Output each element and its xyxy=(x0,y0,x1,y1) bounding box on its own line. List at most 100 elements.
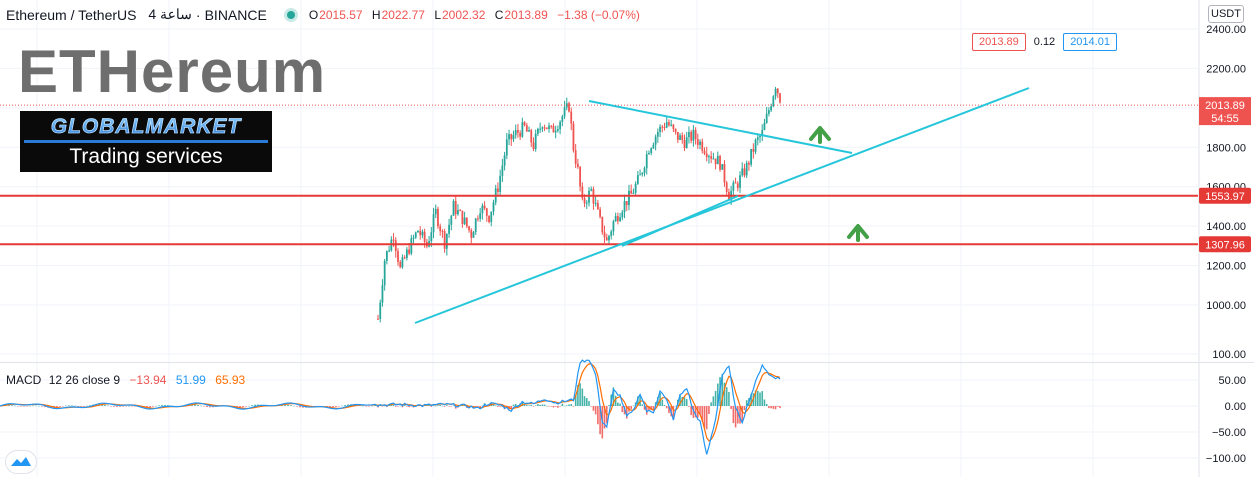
macd-histogram-bar xyxy=(50,406,52,408)
macd-histogram-bar xyxy=(754,390,757,406)
candle-body xyxy=(392,239,395,241)
macd-histogram-bar xyxy=(565,405,568,406)
macd-histogram-bar xyxy=(721,374,724,406)
macd-histogram-bar xyxy=(630,406,632,409)
candle-body xyxy=(434,208,437,215)
macd-histogram-bar xyxy=(110,406,112,407)
trendline-support-lower[interactable] xyxy=(621,195,739,247)
macd-histogram-bar xyxy=(119,406,121,407)
candle-body xyxy=(383,260,386,286)
candle-body xyxy=(721,164,724,170)
candle-body xyxy=(554,130,557,133)
macd-histogram-bar xyxy=(14,405,16,407)
candle-body xyxy=(581,186,584,199)
candle-body xyxy=(479,213,482,219)
macd-histogram-bar xyxy=(772,406,775,409)
price-axis-tick-label: 1800.00 xyxy=(1206,142,1246,154)
macd-histogram-bar xyxy=(763,399,766,406)
candle-body xyxy=(632,192,635,194)
macd-histogram-bar xyxy=(725,387,728,406)
candle-body xyxy=(477,218,479,220)
macd-histogram-bar xyxy=(579,383,581,406)
bar-countdown-label: 54:55 xyxy=(1211,113,1239,125)
macd-histogram-bar xyxy=(35,405,37,407)
candle-body xyxy=(596,202,599,210)
macd-histogram-bar xyxy=(347,404,349,406)
candle-body xyxy=(583,198,586,204)
bid-price[interactable]: 2013.89 xyxy=(972,33,1026,51)
macd-histogram-bar xyxy=(374,405,376,406)
macd-histogram-bar xyxy=(167,405,169,406)
macd-histogram-bar xyxy=(688,406,690,407)
candle-body xyxy=(674,128,677,132)
symbol-name[interactable]: Ethereum / TetherUS xyxy=(6,6,137,23)
ohlc-change: −1.38 (−0.07%) xyxy=(557,7,640,22)
macd-histogram-bar xyxy=(768,406,770,409)
level-price-tag xyxy=(1199,187,1251,204)
macd-histogram-bar xyxy=(714,390,717,406)
macd-histogram-bar xyxy=(408,406,410,408)
symbol-legend[interactable]: Ethereum / TetherUS ساعة 4 · BINANCE O20… xyxy=(6,6,646,23)
candle-body xyxy=(490,211,493,223)
candle-body xyxy=(739,175,741,188)
macd-histogram-bar xyxy=(341,405,343,407)
macd-histogram-bar xyxy=(530,404,533,406)
macd-histogram-bar xyxy=(692,406,695,418)
macd-histogram-bar xyxy=(71,405,73,406)
tradingview-logo-icon[interactable] xyxy=(6,451,36,473)
macd-histogram-bar xyxy=(563,405,566,407)
candle-body xyxy=(543,127,546,129)
macd-histogram-bar xyxy=(101,404,103,406)
macd-histogram-bar xyxy=(209,406,211,408)
macd-histogram-bar xyxy=(770,406,772,409)
candle-body xyxy=(676,131,679,140)
macd-histogram-bar xyxy=(65,405,67,407)
macd-histogram-bar xyxy=(131,406,133,407)
trendline-rising-support[interactable] xyxy=(414,87,1030,324)
bid-ask-widget[interactable]: 2013.89 0.12 2014.01 xyxy=(972,33,1117,51)
macd-histogram-bar xyxy=(710,402,712,406)
macd-line[interactable] xyxy=(0,359,781,455)
macd-histogram-bar xyxy=(663,404,666,406)
macd-histogram-bar xyxy=(492,404,495,406)
macd-histogram-bar xyxy=(89,405,91,406)
macd-histogram-bar xyxy=(734,406,737,428)
macd-histogram-bar xyxy=(329,406,331,408)
candle-body xyxy=(501,165,504,176)
candle-body xyxy=(545,127,548,129)
ask-price[interactable]: 2014.01 xyxy=(1063,33,1117,51)
candle-body xyxy=(576,163,579,167)
macd-histogram-bar xyxy=(302,406,304,408)
trendline-falling-resistance[interactable] xyxy=(588,100,853,154)
macd-histogram-bar xyxy=(383,405,386,407)
macd-histogram-bar xyxy=(657,396,659,406)
candle-body xyxy=(388,250,391,252)
macd-histogram-bar xyxy=(194,404,196,406)
macd-histogram-bar xyxy=(585,398,588,406)
macd-histogram-bar xyxy=(410,406,413,407)
candle-body xyxy=(563,107,566,117)
macd-histogram-bar xyxy=(557,406,559,408)
currency-badge[interactable]: USDT xyxy=(1208,5,1244,23)
candle-body xyxy=(463,217,466,225)
macd-params: 12 26 close 9 xyxy=(48,373,121,387)
interval-label[interactable]: ساعة 4 xyxy=(148,6,192,22)
candle-body xyxy=(681,135,684,140)
candle-body xyxy=(410,238,413,254)
candle-body xyxy=(510,134,513,140)
candle-body xyxy=(699,141,701,145)
macd-legend[interactable]: MACD 12 26 close 9 −13.94 51.99 65.93 xyxy=(6,373,245,387)
macd-histogram-bar xyxy=(745,400,748,406)
macd-histogram-bar xyxy=(32,405,34,407)
macd-histogram-bar xyxy=(296,406,298,407)
candle-body xyxy=(488,215,490,223)
price-axis-tick-label: 2400.00 xyxy=(1206,24,1246,36)
macd-histogram-bar xyxy=(617,402,619,406)
candle-body xyxy=(694,129,697,140)
macd-histogram-bar xyxy=(699,406,701,415)
candle-body xyxy=(763,123,766,131)
candle-body xyxy=(774,88,777,97)
candle-body xyxy=(421,231,424,236)
